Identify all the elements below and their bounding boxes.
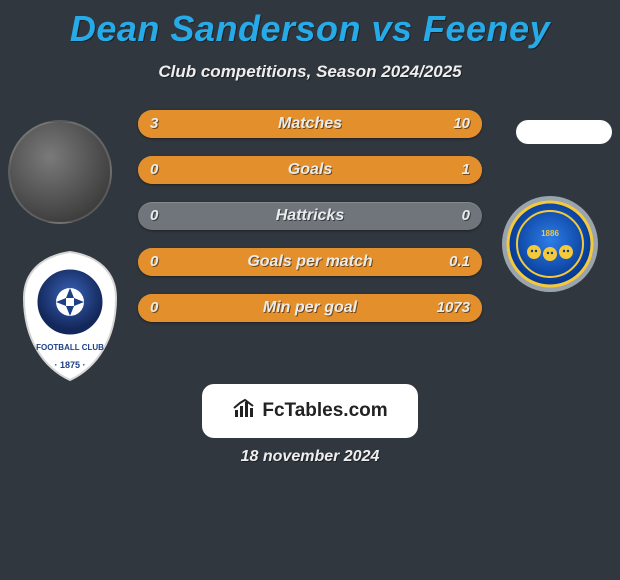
club-crest-right: 1886 <box>500 194 600 294</box>
bar-value-right: 1 <box>462 156 470 184</box>
bar-label: Goals per match <box>138 248 482 276</box>
stat-bar: 0 Goals per match 0.1 <box>138 248 482 276</box>
bar-value-right: 0 <box>462 202 470 230</box>
svg-text:· 1875 ·: · 1875 · <box>54 360 85 370</box>
bar-label: Min per goal <box>138 294 482 322</box>
stat-bar: 0 Goals 1 <box>138 156 482 184</box>
page-title: Dean Sanderson vs Feeney <box>0 0 620 50</box>
stat-bar: 0 Hattricks 0 <box>138 202 482 230</box>
stat-bar: 0 Min per goal 1073 <box>138 294 482 322</box>
player-left-avatar <box>8 120 112 224</box>
stat-bar: 3 Matches 10 <box>138 110 482 138</box>
svg-text:FOOTBALL CLUB: FOOTBALL CLUB <box>36 343 104 352</box>
stat-bars: 3 Matches 10 0 Goals 1 0 Hattricks 0 0 G… <box>138 110 482 340</box>
bar-value-right: 1073 <box>437 294 470 322</box>
footer-logo: FcTables.com <box>202 384 418 438</box>
bar-value-right: 0.1 <box>449 248 470 276</box>
footer-logo-text: FcTables.com <box>262 400 387 422</box>
bar-label: Hattricks <box>138 202 482 230</box>
bar-label: Goals <box>138 156 482 184</box>
player-right-avatar <box>516 120 612 144</box>
comparison-area: FOOTBALL CLUB · 1875 · 1886 3 Matche <box>0 110 620 370</box>
bar-value-right: 10 <box>453 110 470 138</box>
bar-label: Matches <box>138 110 482 138</box>
chart-icon <box>232 397 256 426</box>
footer-date: 18 november 2024 <box>0 448 620 466</box>
subtitle: Club competitions, Season 2024/2025 <box>0 62 620 82</box>
svg-text:1886: 1886 <box>541 229 559 238</box>
club-crest-left: FOOTBALL CLUB · 1875 · <box>20 250 120 382</box>
